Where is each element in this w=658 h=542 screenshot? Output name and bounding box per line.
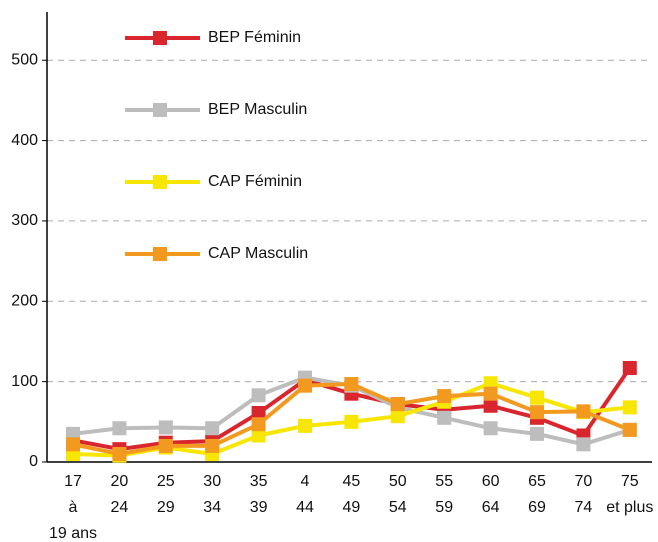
marker xyxy=(576,404,591,419)
x-tick-label: 19 ans xyxy=(49,525,97,542)
x-tick-label: 59 xyxy=(435,499,453,516)
marker xyxy=(298,378,312,393)
marker xyxy=(205,438,220,453)
marker xyxy=(437,410,452,425)
x-tick-label: 44 xyxy=(296,499,314,516)
marker xyxy=(622,422,637,437)
legend-label: CAP Masculin xyxy=(208,245,308,262)
marker xyxy=(530,426,544,441)
x-tick-label: 75 xyxy=(621,473,639,490)
legend-label: BEP Féminin xyxy=(208,29,301,46)
x-tick-label: 64 xyxy=(482,499,500,516)
marker xyxy=(112,421,127,436)
y-tick-label: 0 xyxy=(29,453,38,470)
marker xyxy=(251,417,266,432)
x-tick-label: 39 xyxy=(250,499,268,516)
marker xyxy=(530,390,544,405)
x-tick-label: 34 xyxy=(203,499,221,516)
x-tick-label: et plus xyxy=(606,499,653,516)
x-tick-label: 35 xyxy=(250,473,268,490)
marker xyxy=(251,405,266,420)
y-tick-label: 300 xyxy=(11,212,38,229)
marker xyxy=(112,446,127,461)
x-tick-label: 70 xyxy=(575,473,593,490)
legend-label: BEP Masculin xyxy=(208,101,307,118)
marker xyxy=(66,437,80,452)
marker xyxy=(158,438,173,453)
x-tick-label: à xyxy=(69,499,78,516)
legend-marker xyxy=(153,31,167,45)
marker xyxy=(622,400,637,415)
marker xyxy=(251,388,266,403)
y-tick-label: 100 xyxy=(11,373,38,390)
marker xyxy=(483,398,498,413)
x-tick-label: 25 xyxy=(157,473,175,490)
x-tick-label: 30 xyxy=(203,473,221,490)
legend-label: CAP Féminin xyxy=(208,173,302,190)
x-tick-label: 4 xyxy=(301,473,310,490)
marker xyxy=(205,421,220,436)
x-tick-label: 55 xyxy=(435,473,453,490)
x-tick-label: 29 xyxy=(157,499,175,516)
marker xyxy=(158,420,173,435)
y-tick-label: 500 xyxy=(11,51,38,68)
legend-marker xyxy=(153,103,167,117)
x-tick-label: 49 xyxy=(343,499,361,516)
marker xyxy=(390,409,405,424)
marker xyxy=(344,377,359,392)
marker xyxy=(298,418,312,433)
y-tick-label: 400 xyxy=(11,132,38,149)
x-tick-label: 20 xyxy=(111,473,129,490)
marker xyxy=(530,405,544,420)
x-tick-label: 69 xyxy=(528,499,546,516)
marker xyxy=(390,397,405,412)
y-tick-label: 200 xyxy=(11,293,38,310)
x-tick-label: 54 xyxy=(389,499,407,516)
x-tick-label: 17 xyxy=(64,473,82,490)
marker xyxy=(483,386,498,401)
legend-marker xyxy=(153,175,167,189)
x-tick-label: 24 xyxy=(111,499,129,516)
marker xyxy=(437,389,452,404)
marker xyxy=(622,360,637,375)
marker xyxy=(251,428,266,443)
marker xyxy=(483,421,498,436)
marker xyxy=(344,414,359,429)
legend-marker xyxy=(153,247,167,261)
x-tick-label: 60 xyxy=(482,473,500,490)
marker xyxy=(576,437,591,452)
x-tick-label: 74 xyxy=(575,499,593,516)
x-tick-label: 45 xyxy=(343,473,361,490)
x-tick-label: 50 xyxy=(389,473,407,490)
x-tick-label: 65 xyxy=(528,473,546,490)
